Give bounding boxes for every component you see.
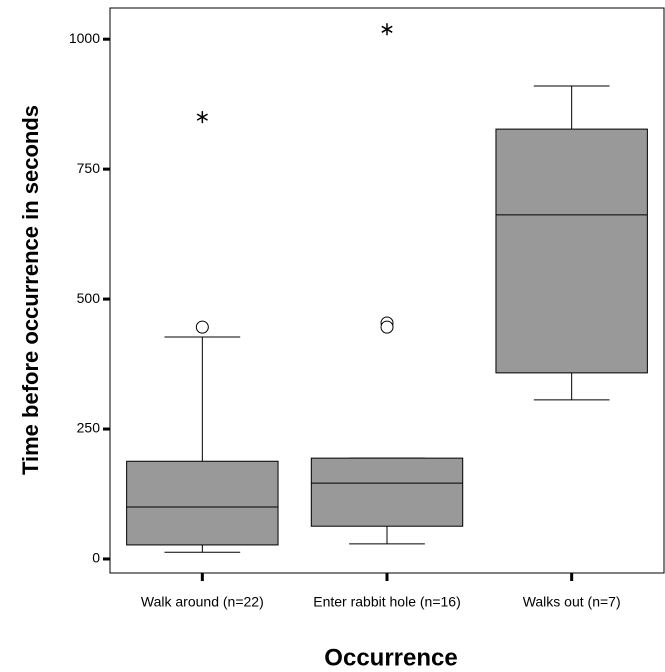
y-tick-label: 250 — [77, 420, 101, 436]
outlier — [195, 320, 209, 334]
box — [495, 128, 648, 374]
extreme — [381, 23, 393, 36]
y-tick-label: 1000 — [69, 30, 100, 46]
box — [126, 460, 279, 546]
box — [310, 457, 464, 527]
y-tick-label: 750 — [77, 160, 101, 176]
outlier — [380, 320, 394, 334]
y-tick-label: 0 — [92, 550, 100, 566]
x-tick-label: Enter rabbit hole (n=16) — [313, 594, 460, 610]
y-axis-title: Time before occurrence in seconds — [18, 105, 43, 475]
extreme — [196, 111, 208, 124]
x-tick-label: Walks out (n=7) — [523, 594, 621, 610]
y-tick-label: 500 — [77, 290, 101, 306]
x-tick-label: Walk around (n=22) — [141, 594, 264, 610]
x-axis-title: Occurrence — [324, 644, 457, 671]
